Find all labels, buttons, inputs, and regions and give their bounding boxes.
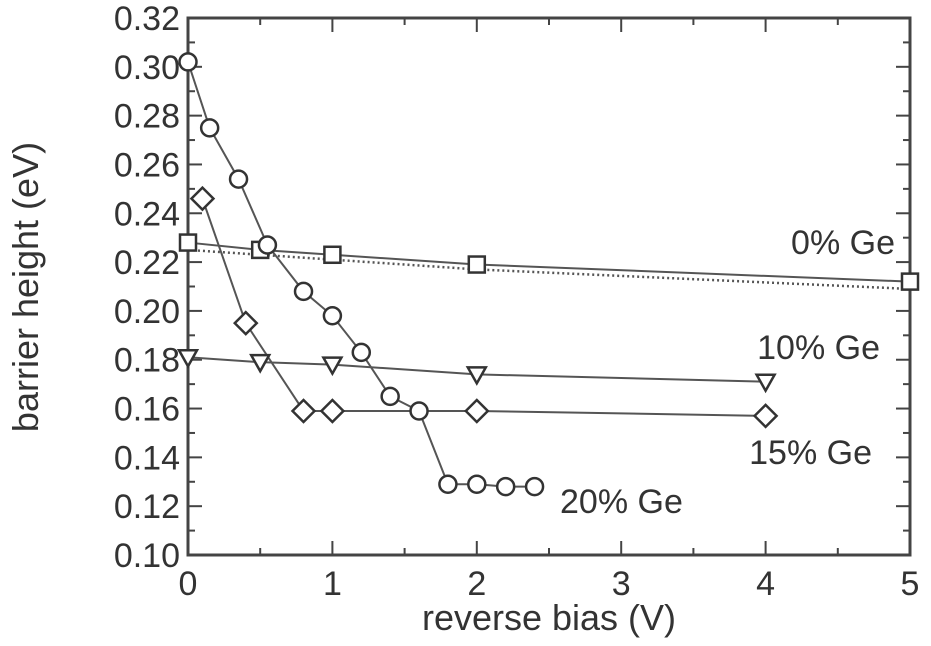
y-tick-label: 0.32 [114,0,180,38]
y-tick-label: 0.30 [114,49,180,87]
y-tick-label: 0.12 [114,488,180,526]
y-tick-label: 0.14 [114,439,180,477]
20pct-ge-point [178,52,198,72]
15pct-ge-point [319,398,346,424]
20pct-ge-point [409,401,429,421]
series-markers [176,52,920,497]
x-tick-label: 2 [467,565,486,603]
10pct-ge-point [465,366,488,386]
x-tick-labels: 0 1 2 3 4 5 [179,565,920,603]
series-labels: 0% Ge 10% Ge 15% Ge 20% Ge [560,224,895,521]
y-axis-title: barrier height (eV) [5,142,46,432]
y-tick-label: 0.22 [114,244,180,282]
15pct-ge-point [189,185,216,212]
x-tick-label: 5 [901,565,920,603]
20pct-ge-point [257,235,278,255]
20pct-ge-point [495,476,516,497]
0pct-ge-point [178,233,198,252]
15pct-ge-line [201,198,766,417]
x-tick-label: 3 [612,565,631,603]
series-lines [187,61,911,488]
10pct-ge-label: 10% Ge [757,329,880,367]
20pct-ge-point [228,169,249,189]
y-tick-label: 0.10 [114,537,180,575]
x-tick-label: 1 [323,565,342,603]
20pct-ge-point [380,386,400,407]
10pct-ge-point [321,356,344,377]
y-tick-label: 0.26 [114,146,180,184]
15pct-ge-point [290,398,317,424]
20pct-ge-line [187,61,535,488]
x-axis-title: reverse bias (V) [422,597,676,638]
20pct-ge-point [524,476,545,497]
y-tick-labels: 0.10 0.12 0.14 0.16 0.18 0.20 0.22 0.24 0.26 0.28… [114,0,180,575]
20pct-ge-point [467,474,487,494]
0pct-ge-point [900,272,920,291]
10pct-ge-point [176,349,200,369]
y-tick-label: 0.24 [114,195,180,233]
15pct-ge-point [464,398,490,424]
10pct-ge-point [754,373,777,394]
0pct-ge-label: 0% Ge [791,224,895,262]
10pct-ge-point [249,353,272,374]
y-tick-label: 0.28 [114,98,180,136]
20pct-ge-point [293,281,314,302]
15pct-ge-point [232,310,259,336]
20pct-ge-point [199,118,220,138]
series-1-line [187,248,911,291]
y-tick-label: 0.18 [114,342,180,380]
y-tick-label: 0.20 [114,293,180,331]
20pct-ge-point [322,306,343,326]
x-tick-label: 0 [179,565,198,603]
0pct-ge-point [323,245,342,265]
0pct-ge-point [467,255,487,274]
20pct-ge-point [438,474,458,494]
15pct-ge-label: 15% Ge [749,434,872,472]
y-tick-label: 0.16 [114,391,180,429]
20pct-ge-label: 20% Ge [560,483,683,521]
15pct-ge-point [752,403,779,429]
x-tick-label: 4 [756,565,775,603]
20pct-ge-point [351,342,372,363]
